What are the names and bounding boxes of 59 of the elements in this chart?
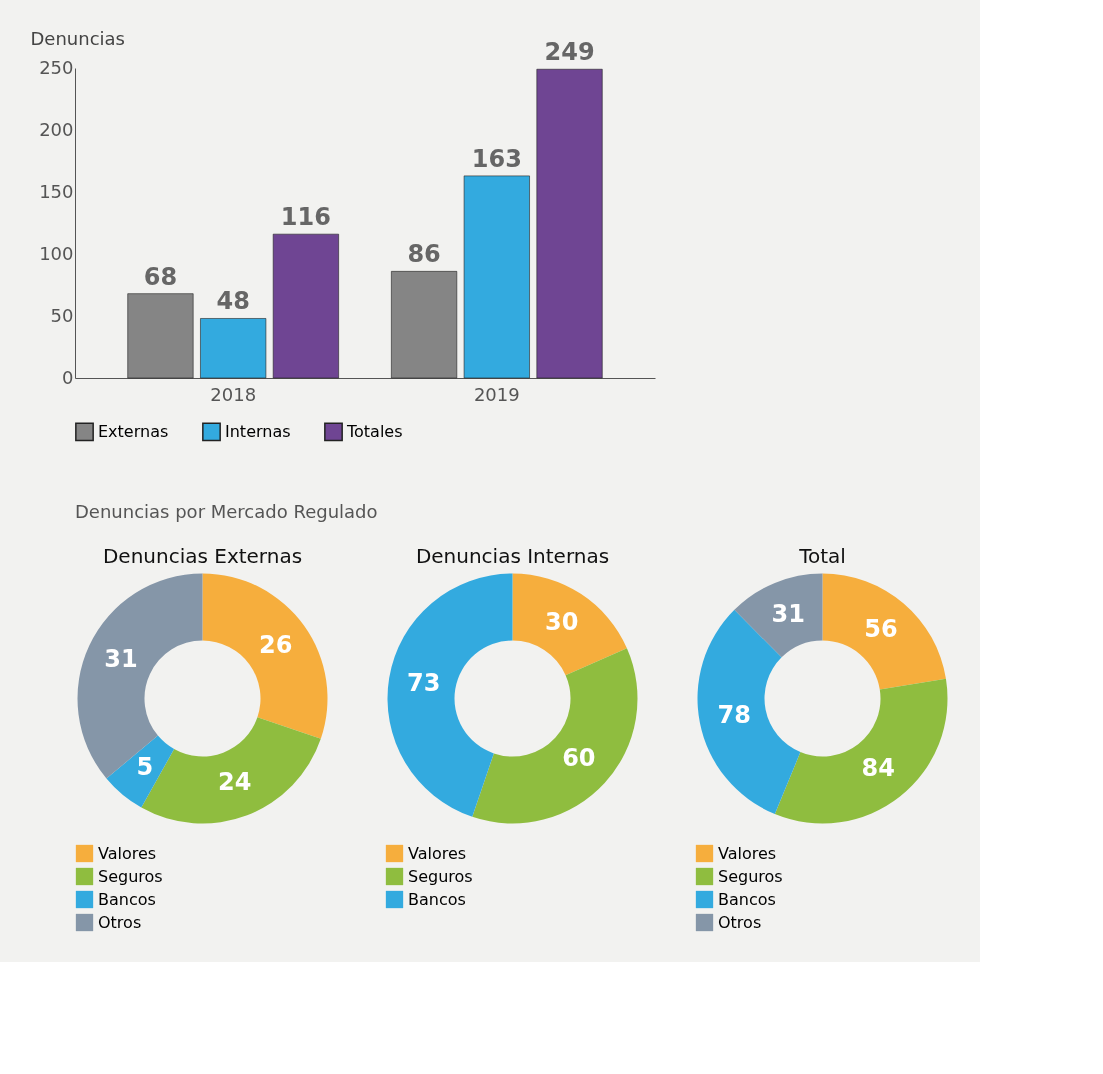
donut-slice [734, 573, 823, 658]
bar [272, 233, 339, 379]
donut-slice [822, 573, 946, 690]
data-label: 31 [104, 645, 138, 674]
donut-slice [77, 573, 203, 779]
data-label: 68 [143, 262, 178, 291]
y-tick-label: 0 [62, 366, 74, 388]
data-label: 24 [217, 767, 252, 796]
donut-slice [106, 735, 175, 808]
bar [200, 318, 267, 379]
data-label: 60 [562, 744, 596, 773]
y-tick-label: 100 [39, 242, 74, 264]
data-label: 26 [258, 631, 293, 660]
legend-label: Bancos [408, 889, 466, 909]
donut-slice [387, 573, 513, 817]
x-tick-label: 2018 [210, 383, 257, 405]
data-label: 30 [544, 608, 579, 637]
legend-label: Valores [408, 843, 467, 863]
data-label: 48 [216, 287, 250, 316]
data-label: 56 [864, 615, 898, 644]
donut-slice [774, 678, 948, 824]
y-tick-label: 200 [39, 118, 74, 140]
data-label: 84 [861, 754, 895, 783]
legend-label: Bancos [98, 889, 156, 909]
y-tick-label: 50 [50, 304, 74, 326]
y-tick-label: 150 [39, 180, 74, 202]
legend-label: Seguros [408, 866, 473, 886]
data-label: 78 [717, 700, 751, 729]
legend-label: Seguros [718, 866, 783, 886]
data-label: 86 [407, 240, 441, 269]
chart-title: Total [798, 544, 846, 568]
donut-slice [202, 573, 328, 739]
legend-label: Totales [346, 421, 403, 441]
bar [391, 271, 458, 379]
bar [536, 68, 603, 379]
bar [127, 293, 194, 379]
donut-slice [512, 573, 627, 676]
chart-title: Denuncias Externas [102, 544, 303, 568]
data-label: 5 [136, 752, 154, 781]
donut-slice [472, 648, 638, 824]
data-label: 73 [407, 668, 441, 697]
text: Denuncias por Mercado Regulado [75, 501, 378, 522]
chart-title: Denuncias Internas [415, 544, 610, 568]
legend-label: Otros [718, 912, 762, 932]
data-label: 116 [280, 203, 331, 232]
y-axis-title: Denuncias [30, 27, 125, 49]
data-label: 163 [471, 144, 522, 173]
legend-label: Otros [98, 912, 142, 932]
data-label: 249 [544, 38, 595, 67]
legend-label: Valores [718, 843, 777, 863]
legend-label: Externas [98, 421, 169, 441]
legend-label: Valores [98, 843, 157, 863]
bar [463, 175, 530, 379]
legend-label: Internas [225, 421, 291, 441]
legend-label: Bancos [718, 889, 776, 909]
x-tick-label: 2019 [473, 383, 520, 405]
legend-label: Seguros [98, 866, 163, 886]
y-tick-label: 250 [39, 56, 74, 78]
data-label: 31 [771, 600, 805, 629]
